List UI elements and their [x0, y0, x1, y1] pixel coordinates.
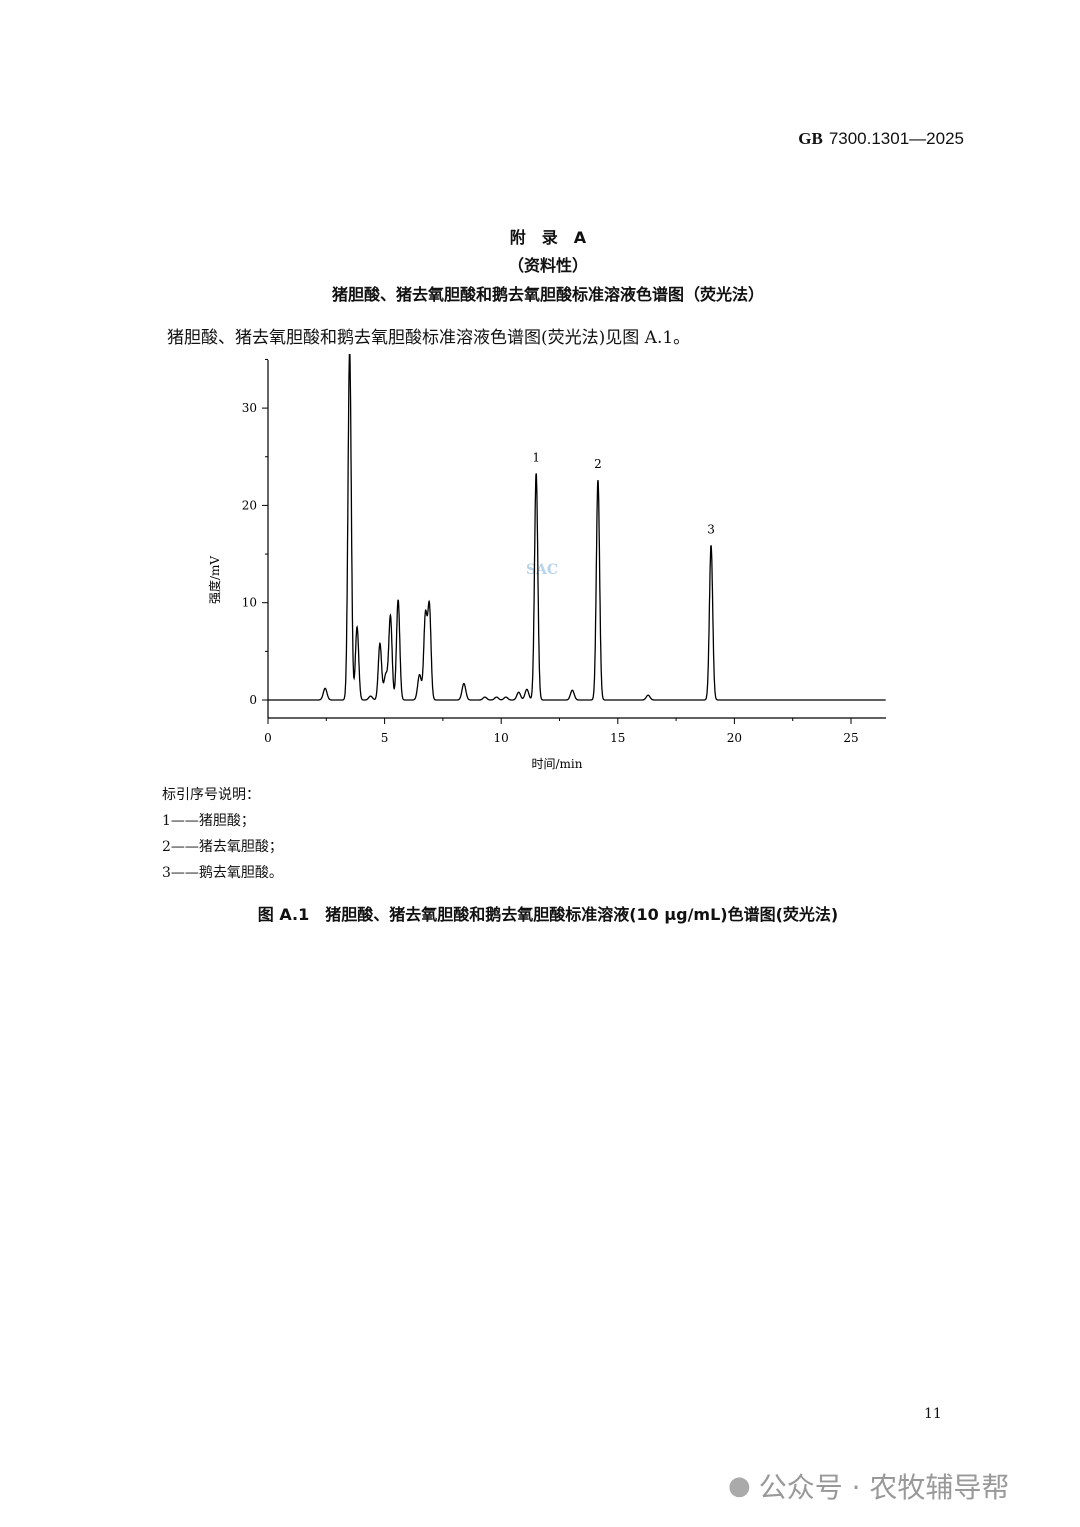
- x-tick-label: 10: [494, 731, 509, 745]
- legend-item: 1——猪胆酸；: [162, 813, 255, 829]
- y-tick-label: 20: [242, 498, 257, 512]
- peak-label: 3: [707, 522, 715, 536]
- watermark-text: 公众号 · 农牧辅导帮: [758, 1471, 1010, 1504]
- legend-title: 标引序号说明：: [162, 787, 260, 803]
- x-tick-label: 0: [264, 731, 272, 745]
- appendix-subtitle: 猪胆酸、猪去氧胆酸和鹅去氧胆酸标准溶液色谱图（荧光法）: [331, 285, 764, 304]
- peak-label: 2: [594, 457, 602, 471]
- appendix-title: 附 录 A: [509, 228, 587, 247]
- wechat-watermark: ● 公众号 · 农牧辅导帮: [728, 1466, 1009, 1506]
- figure-caption: 图 A.1 猪胆酸、猪去氧胆酸和鹅去氧胆酸标准溶液(10 μg/mL)色谱图(荧…: [257, 905, 839, 924]
- y-tick-label: 10: [242, 596, 257, 610]
- y-tick-label: 0: [249, 693, 257, 707]
- y-axis-label: 强度/mV: [207, 556, 222, 604]
- page-number: 11: [924, 1406, 942, 1422]
- y-tick-label: 30: [242, 401, 257, 415]
- x-axis-label: 时间/min: [532, 757, 583, 771]
- legend-item: 2——猪去氧胆酸；: [162, 839, 283, 855]
- standard-code: 7300.1301—2025: [828, 129, 964, 148]
- wechat-icon: ●: [728, 1471, 751, 1501]
- standard-prefix: GB: [798, 129, 823, 148]
- axes: 0 5 10 15 20 25 0 10 20 30 SAC: [242, 358, 886, 745]
- x-tick-label: 20: [727, 731, 742, 745]
- legend-item: 3——鹅去氧胆酸。: [162, 865, 283, 881]
- x-tick-label: 5: [381, 731, 389, 745]
- chromatogram-trace: [268, 353, 886, 701]
- sac-watermark: SAC: [526, 562, 558, 578]
- intro-text: 猪胆酸、猪去氧胆酸和鹅去氧胆酸标准溶液色谱图(荧光法)见图 A.1。: [167, 328, 691, 348]
- x-tick-label: 15: [610, 731, 625, 745]
- peak-label: 1: [532, 450, 540, 464]
- x-tick-label: 25: [843, 731, 858, 745]
- standard-number: GB 7300.1301—2025: [798, 129, 964, 149]
- chromatogram-chart: 0 5 10 15 20 25 0 10 20 30 SAC 1 2 3 强度/mV 时间/min: [207, 353, 886, 771]
- appendix-type: （资料性）: [507, 256, 588, 275]
